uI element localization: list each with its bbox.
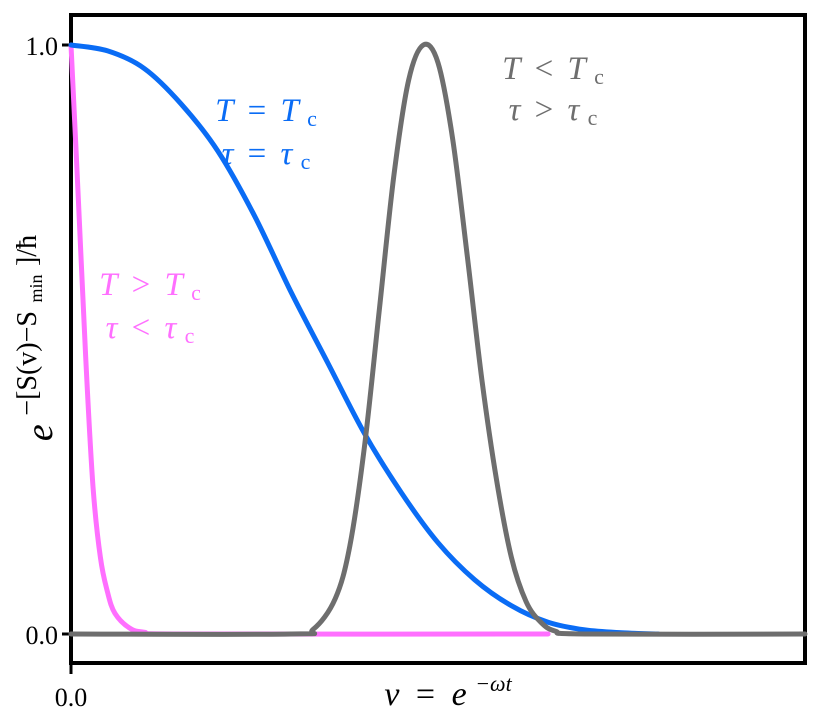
x-axis-eq: = xyxy=(416,676,435,713)
svg-text:T = T c: T = T c xyxy=(215,93,317,131)
svg-text:e −[S(v)−S min: e −[S(v)−S min ]/ħ xyxy=(7,235,61,441)
ann-gray-Tc-sub: c xyxy=(594,64,604,89)
x-axis-label: v = e −ωt xyxy=(384,671,512,713)
annotation-blue: T = T c τ = τ c xyxy=(215,93,317,174)
y-axis-e: e xyxy=(19,424,61,441)
ann-blue-tauc-sub: c xyxy=(301,149,311,174)
y-axis-label: e −[S(v)−S min ]/ħ xyxy=(7,235,61,441)
y-tick-label-bottom: 0.0 xyxy=(26,621,59,650)
ann-gray-tauc-sub: c xyxy=(588,105,598,130)
ann-blue-tau: τ xyxy=(222,136,235,172)
y-axis-sub: min xyxy=(26,275,46,303)
ann-pink-tauc: τ xyxy=(165,310,178,346)
ann-blue-tauc: τ xyxy=(281,136,294,172)
ann-pink-T: T xyxy=(99,267,120,303)
ann-gray-tauc: τ xyxy=(568,92,581,128)
annotation-gray: T < T c τ > τ c xyxy=(502,51,604,130)
x-axis-exp: −ωt xyxy=(475,671,512,696)
x-axis-v: v xyxy=(384,676,400,713)
x-tick-label-left: 0.0 xyxy=(55,683,88,712)
ann-blue-Tc: T xyxy=(281,93,302,129)
ann-blue-op1: = xyxy=(248,93,267,129)
svg-text:τ = τ c: τ = τ c xyxy=(222,136,311,174)
x-axis-e: e xyxy=(452,676,467,713)
ann-pink-tauc-sub: c xyxy=(185,323,195,348)
ann-gray-op1: < xyxy=(535,51,554,87)
plot-frame xyxy=(69,13,807,665)
annotation-pink: T > T c τ < τ c xyxy=(99,267,201,348)
series-layer xyxy=(68,41,808,637)
svg-text:τ > τ c: τ > τ c xyxy=(509,92,598,130)
ann-pink-tau: τ xyxy=(106,310,119,346)
svg-text:τ < τ c: τ < τ c xyxy=(106,310,195,348)
ann-gray-T: T xyxy=(502,51,523,87)
ann-blue-op2: = xyxy=(248,136,267,172)
ann-blue-T: T xyxy=(215,93,236,129)
svg-text:T < T c: T < T c xyxy=(502,51,604,89)
ann-pink-op2: < xyxy=(132,310,151,346)
svg-text:T > T c: T > T c xyxy=(99,267,201,305)
y-tick-label-top: 1.0 xyxy=(26,32,59,61)
series-blue-line xyxy=(68,42,661,637)
ann-pink-Tc: T xyxy=(165,267,186,303)
ann-pink-op1: > xyxy=(132,267,151,303)
ann-blue-Tc-sub: c xyxy=(307,106,317,131)
y-axis-tail: ]/ħ xyxy=(12,235,43,266)
ann-pink-Tc-sub: c xyxy=(191,280,201,305)
ann-gray-op2: > xyxy=(535,92,554,128)
ann-gray-Tc: T xyxy=(568,51,589,87)
series-gray-line xyxy=(68,41,808,637)
y-axis-exp: −[S(v)−S xyxy=(12,311,43,416)
ann-gray-tau: τ xyxy=(509,92,522,128)
